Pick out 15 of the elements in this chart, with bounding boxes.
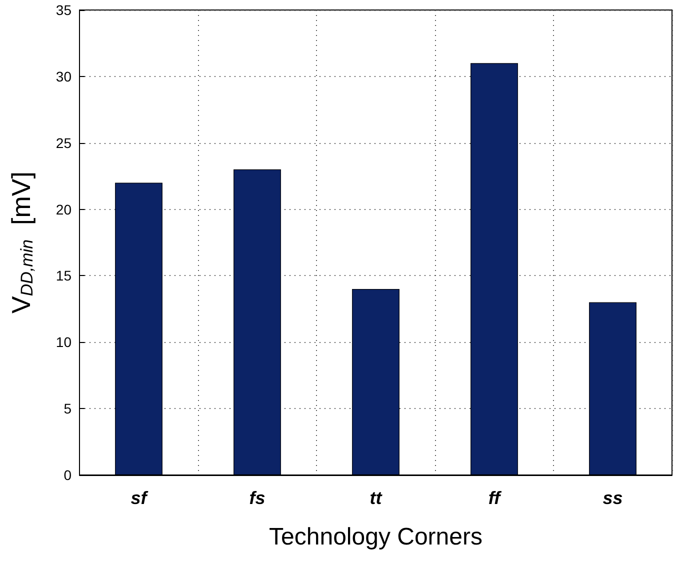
y-tick-label: 15 [56, 268, 72, 284]
y-tick-label: 20 [56, 201, 72, 218]
y-tick-label: 0 [64, 467, 72, 483]
y-axis-title: VDD,min [mV] [6, 172, 36, 314]
y-tick-label: 35 [56, 2, 72, 18]
x-tick-label: tt [370, 488, 383, 508]
y-tick-label: 10 [56, 334, 72, 350]
x-tick-label: ff [488, 488, 502, 508]
x-axis-title: Technology Corners [269, 524, 482, 550]
y-tick-label: 25 [56, 134, 72, 151]
x-tick-label: fs [249, 488, 266, 508]
y-tick-label: 30 [56, 68, 72, 84]
x-tick-label: ss [602, 488, 623, 508]
x-tick-label: sf [130, 488, 149, 508]
y-tick-label: 5 [64, 400, 72, 417]
